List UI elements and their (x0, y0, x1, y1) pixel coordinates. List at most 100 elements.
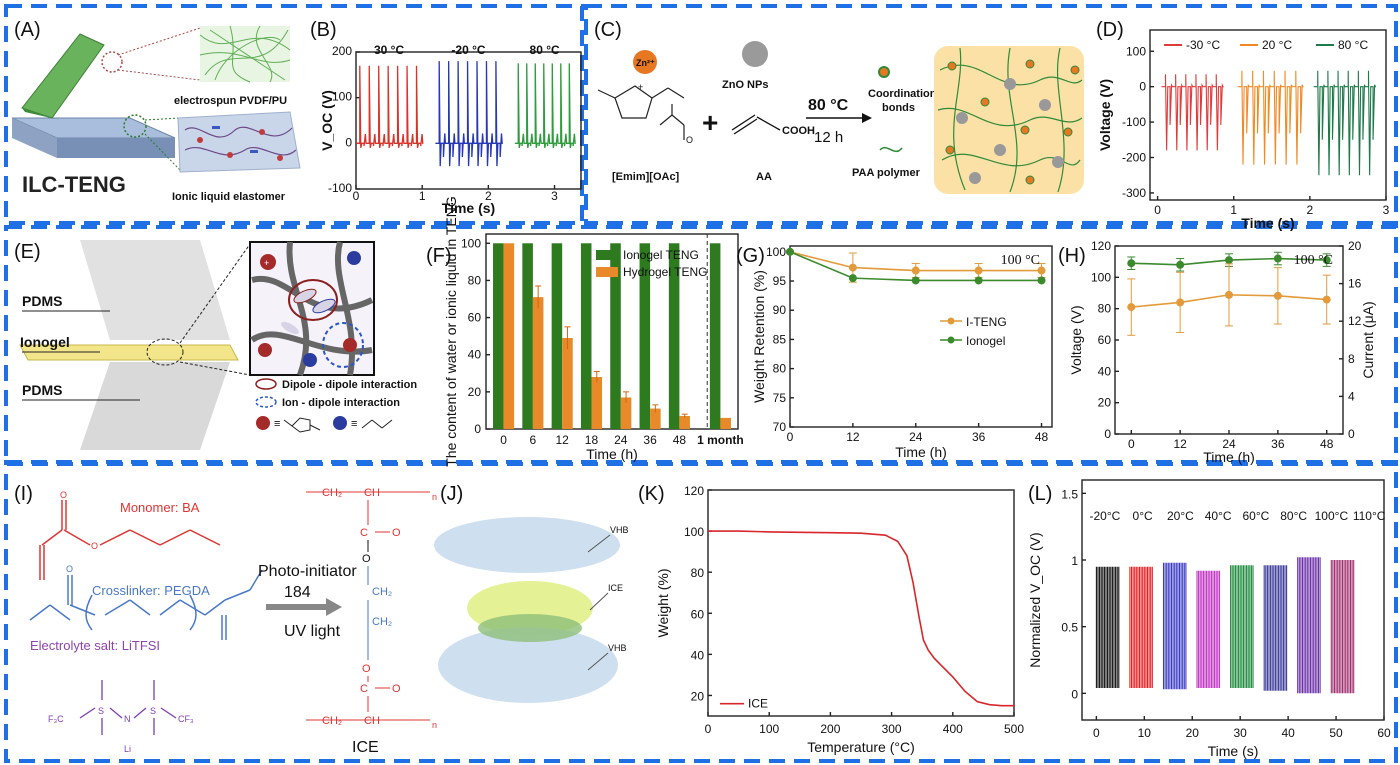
bar-Ionogel TENG (610, 243, 621, 429)
aa-cooh-label: COOH (782, 125, 815, 137)
legend-swatch (596, 267, 618, 277)
zno-nanoparticle-icon (742, 41, 768, 67)
plot-frame (355, 51, 582, 190)
monomer-label: Monomer: BA (120, 500, 200, 515)
pdms-top-label: PDMS (22, 293, 62, 309)
svg-text:≡: ≡ (274, 418, 280, 430)
legend-marker (947, 317, 955, 325)
svg-text:O: O (362, 663, 371, 675)
series-line--30 °C (1161, 74, 1224, 151)
svg-text:S: S (150, 706, 156, 716)
aa-structure (731, 114, 781, 135)
plot-frame (707, 489, 1015, 717)
legend-label: 20 °C (1262, 38, 1292, 52)
data-point (848, 274, 857, 283)
y-tick-label: 0.5 (1061, 621, 1078, 635)
frame-cd (584, 4, 1398, 225)
bar-Hydrogel TENG (679, 416, 690, 429)
y-tick-label: 100 (461, 236, 481, 250)
panel-label-c: (C) (594, 19, 622, 41)
svg-text:N: N (124, 714, 131, 724)
x-tick-label: 30 (1234, 726, 1248, 740)
y-tick-label: 80 (1098, 302, 1112, 316)
y2-tick-label: 20 (1348, 239, 1362, 253)
y-tick-label: 100 (1091, 270, 1111, 284)
chart-h: (H) 0 12 24 36 48020406080100120048121620100… (1058, 239, 1376, 465)
panel-label-a: (A) (14, 19, 41, 41)
legend--20 °C: -20 °C (451, 43, 485, 57)
y-tick-label: -100 (1122, 115, 1146, 129)
aa-label: AA (756, 171, 772, 183)
crosslinker-label: Crosslinker: PEGDA (92, 583, 210, 598)
data-point (786, 247, 794, 256)
panel-j: (J) VHB ICE VHB (434, 483, 629, 703)
data-point (911, 266, 920, 275)
legend-label: 80°C (1280, 509, 1307, 523)
x-tick-label: 1 (419, 189, 426, 203)
bar-Ionogel TENG (493, 243, 504, 429)
bar-Ionogel TENG (551, 243, 563, 429)
y2-tick-label: 0 (1348, 427, 1355, 441)
panel-label-d: (D) (1096, 19, 1124, 41)
legend-label: 0°C (1133, 509, 1153, 523)
bar-Hydrogel TENG (720, 417, 731, 429)
y2-tick-label: 16 (1348, 277, 1362, 291)
data-point (1127, 303, 1136, 312)
ice-layer-label: ICE (608, 583, 623, 593)
temp-annotation: 100 °C (1294, 253, 1333, 268)
y-tick-label: 90 (773, 303, 787, 317)
x-tick-label: 0 (353, 189, 360, 203)
svg-text:F₃C: F₃C (48, 714, 64, 724)
svg-text:S: S (98, 706, 104, 716)
panel-label-i: (I) (14, 483, 33, 505)
x-tick-label: 1 (1230, 203, 1237, 217)
svg-text:O: O (60, 490, 67, 500)
legend-label: Ionogel (966, 334, 1005, 348)
x-tick-label: 10 (1138, 726, 1152, 740)
x-axis-title: Temperature (°C) (807, 739, 915, 755)
legend-label: ICE (748, 697, 768, 711)
panel-c: (C) Zn²⁺ ZnO NPs + O [Emim][OAc] + COOH … (594, 19, 1084, 194)
x-tick-label: 48 (1320, 437, 1334, 451)
x-tick-label: 0 (1154, 203, 1161, 217)
svg-text:CF₃: CF₃ (178, 714, 194, 724)
panel-label-e: (E) (14, 241, 41, 263)
x-tick-label: 2 (1307, 203, 1314, 217)
anion-icon (333, 416, 347, 430)
panel-e: (E) PDMS Ionogel PDMS + Dipole - dipole … (14, 240, 417, 450)
y2-axis-title: Current (μA) (1360, 301, 1376, 378)
panel-label-h: (H) (1058, 245, 1086, 267)
photo-initiator-number: 184 (284, 584, 311, 601)
x-axis-title: Time (h) (586, 446, 638, 462)
svg-text:+: + (264, 258, 269, 268)
data-point (974, 266, 983, 275)
x-tick-label: 500 (1004, 722, 1024, 736)
svg-text:CH: CH (364, 487, 380, 499)
x-tick-label: 24 (909, 430, 923, 444)
series-line-ice (708, 530, 1014, 707)
y-tick-label: 0 (1071, 687, 1078, 701)
y2-tick-label: 4 (1348, 389, 1355, 403)
vhb-bottom-label: VHB (608, 643, 627, 653)
x-tick-label: 2 (485, 189, 492, 203)
x-tick-label: 3 (1383, 203, 1390, 217)
bar-Hydrogel TENG (562, 338, 573, 429)
zno-label: ZnO NPs (722, 79, 768, 91)
voc-block-100°C (1297, 557, 1321, 694)
fiber-mat-image (199, 25, 291, 83)
y-axis-title: The content of water or ionic liquid in … (443, 196, 459, 467)
legend-label: -30 °C (1186, 38, 1220, 52)
svg-text:CH₂: CH₂ (322, 487, 342, 499)
legend-label: 60°C (1242, 509, 1269, 523)
legend-label: 20°C (1167, 509, 1194, 523)
frame-ab (4, 4, 584, 225)
x-tick-label: 6 (530, 433, 537, 447)
y-tick-label: 20 (1098, 396, 1112, 410)
data-point (1127, 259, 1136, 268)
svg-text:Li: Li (124, 744, 131, 754)
voc-block-60°C (1230, 565, 1254, 688)
vhb-top-label: VHB (610, 525, 629, 535)
data-point (1037, 276, 1046, 285)
x-tick-label: 100 (759, 722, 779, 736)
